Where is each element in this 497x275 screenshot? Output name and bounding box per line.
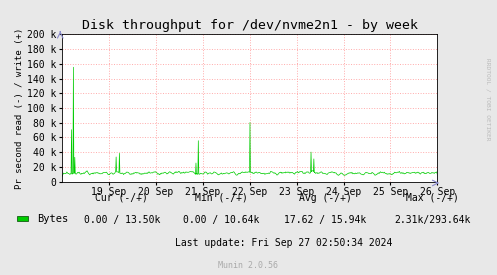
Text: Last update: Fri Sep 27 02:50:34 2024: Last update: Fri Sep 27 02:50:34 2024 [174, 238, 392, 248]
Title: Disk throughput for /dev/nvme2n1 - by week: Disk throughput for /dev/nvme2n1 - by we… [82, 19, 418, 32]
Text: 0.00 / 13.50k: 0.00 / 13.50k [83, 215, 160, 225]
Text: Avg (-/+): Avg (-/+) [299, 193, 352, 203]
Text: 0.00 / 10.64k: 0.00 / 10.64k [183, 215, 259, 225]
Y-axis label: Pr second read (-) / write (+): Pr second read (-) / write (+) [15, 27, 24, 189]
Text: 2.31k/293.64k: 2.31k/293.64k [394, 215, 471, 225]
Text: Cur (-/+): Cur (-/+) [95, 193, 148, 203]
Text: Munin 2.0.56: Munin 2.0.56 [219, 262, 278, 270]
Text: 17.62 / 15.94k: 17.62 / 15.94k [284, 215, 367, 225]
Text: Bytes: Bytes [37, 214, 69, 224]
Text: RRDTOOL / TOBI OETIKER: RRDTOOL / TOBI OETIKER [486, 58, 491, 140]
Text: Min (-/+): Min (-/+) [195, 193, 248, 203]
Text: Max (-/+): Max (-/+) [406, 193, 459, 203]
